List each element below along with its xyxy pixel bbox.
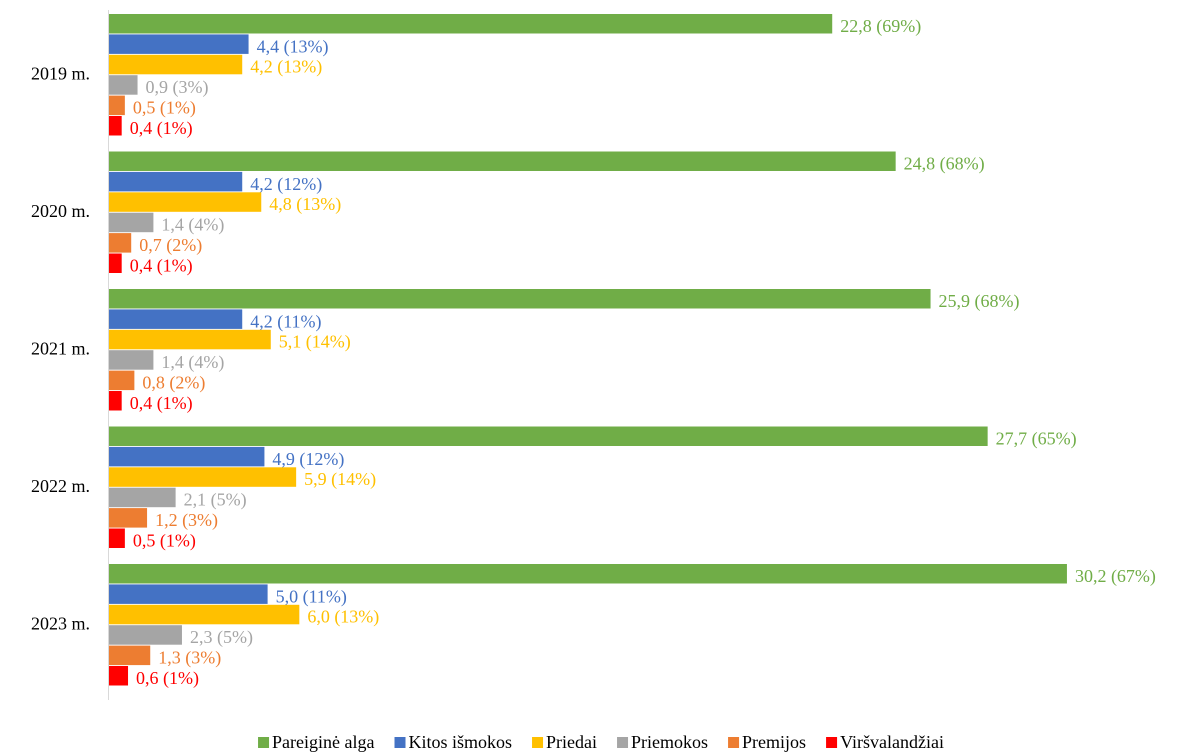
- bar: [109, 350, 154, 370]
- data-label: 4,2 (12%): [250, 174, 322, 195]
- bar: [109, 487, 176, 508]
- bar: [109, 645, 151, 666]
- legend-swatch: [617, 737, 629, 748]
- data-label: 0,4 (1%): [130, 118, 193, 139]
- legend-swatch: [258, 737, 270, 748]
- bar: [109, 528, 125, 548]
- bar: [109, 391, 122, 411]
- bar: [109, 34, 249, 54]
- bar: [109, 370, 135, 391]
- bar: [109, 666, 129, 686]
- legend-swatch: [394, 737, 406, 748]
- data-label: 4,4 (13%): [257, 36, 329, 57]
- data-label: 5,1 (14%): [279, 332, 351, 353]
- bar: [109, 508, 148, 528]
- bar: [109, 309, 243, 329]
- data-label: 24,8 (68%): [904, 153, 985, 174]
- data-label: 27,7 (65%): [996, 428, 1077, 449]
- data-label: 4,2 (13%): [250, 57, 322, 78]
- bar: [109, 54, 243, 75]
- data-label: 1,3 (3%): [158, 647, 221, 668]
- legend-swatch: [532, 737, 544, 748]
- data-label: 2,3 (5%): [190, 627, 253, 648]
- data-label: 0,5 (1%): [133, 97, 196, 118]
- data-label: 22,8 (69%): [840, 16, 921, 37]
- bar: [109, 426, 988, 446]
- bar: [109, 329, 271, 350]
- data-label: 0,6 (1%): [136, 668, 199, 689]
- category-label: 2021 m.: [31, 338, 90, 358]
- data-label: 2,1 (5%): [184, 490, 247, 511]
- bar: [109, 233, 132, 253]
- data-label: 25,9 (68%): [939, 291, 1020, 312]
- bar: [109, 604, 300, 625]
- category-label: 2023 m.: [31, 613, 90, 633]
- data-label: 0,5 (1%): [133, 530, 196, 551]
- legend-label: Kitos išmokos: [409, 732, 513, 752]
- bar: [109, 467, 297, 487]
- bar: [109, 584, 268, 604]
- legend-label: Priedai: [546, 732, 597, 752]
- data-label: 0,4 (1%): [130, 255, 193, 276]
- category-label: 2022 m.: [31, 476, 90, 496]
- legend-label: Premijos: [742, 732, 806, 752]
- bar: [109, 116, 122, 136]
- legend-label: Pareiginė alga: [272, 732, 374, 752]
- legend-swatch: [826, 737, 838, 748]
- data-label: 5,0 (11%): [276, 586, 347, 607]
- data-label: 4,9 (12%): [272, 449, 344, 470]
- bar: [109, 446, 265, 467]
- data-label: 0,7 (2%): [139, 235, 202, 256]
- legend-swatch: [728, 737, 740, 748]
- bar: [109, 289, 931, 309]
- data-label: 30,2 (67%): [1075, 566, 1156, 587]
- bar: [109, 212, 154, 233]
- bar: [109, 564, 1067, 584]
- legend-label: Viršvalandžiai: [840, 732, 944, 752]
- bar: [109, 625, 182, 645]
- data-label: 1,4 (4%): [161, 215, 224, 236]
- category-label: 2019 m.: [31, 63, 90, 83]
- bar: [109, 75, 138, 95]
- bar: [109, 253, 122, 273]
- data-label: 1,4 (4%): [161, 352, 224, 373]
- bar: [109, 171, 243, 192]
- data-label: 4,2 (11%): [250, 311, 321, 332]
- data-label: 1,2 (3%): [155, 510, 218, 531]
- legend-label: Priemokos: [631, 732, 708, 752]
- data-label: 5,9 (14%): [304, 469, 376, 490]
- data-label: 4,8 (13%): [269, 194, 341, 215]
- data-label: 0,8 (2%): [142, 372, 205, 393]
- bar: [109, 95, 125, 116]
- data-label: 6,0 (13%): [307, 607, 379, 628]
- data-label: 0,9 (3%): [146, 77, 209, 98]
- bar: [109, 192, 262, 212]
- data-label: 0,4 (1%): [130, 393, 193, 414]
- bar: [109, 14, 833, 34]
- category-label: 2020 m.: [31, 201, 90, 221]
- bar: [109, 151, 896, 171]
